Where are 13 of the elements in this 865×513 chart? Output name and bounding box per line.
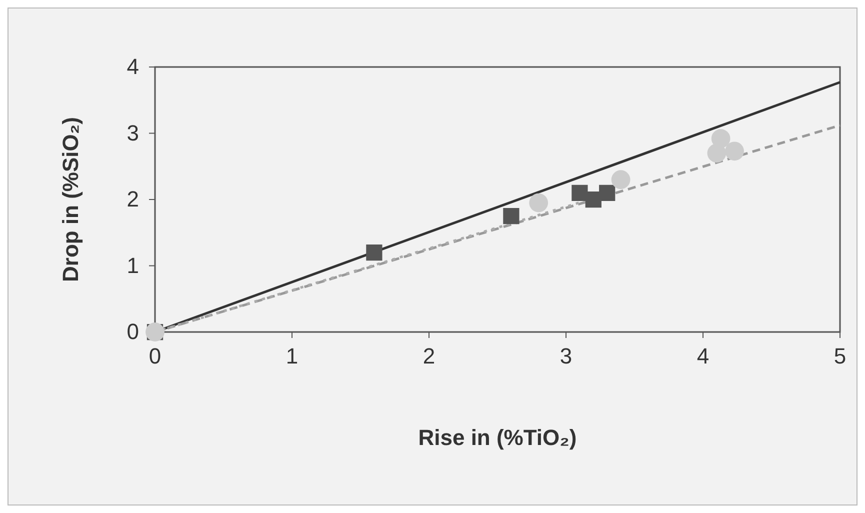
x-tick-label: 5 bbox=[834, 344, 846, 369]
x-axis-title: Rise in (%TiO₂) bbox=[418, 425, 577, 450]
x-tick-label: 3 bbox=[560, 344, 572, 369]
y-tick-label: 4 bbox=[126, 54, 139, 80]
y-axis-title: Drop in (%SiO₂) bbox=[58, 117, 83, 282]
y-tick-label: 0 bbox=[126, 319, 139, 344]
y-tick-label: 2 bbox=[126, 186, 139, 212]
y-tick-label: 1 bbox=[126, 252, 139, 278]
x-tick-label: 1 bbox=[286, 344, 298, 369]
x-tick-label: 0 bbox=[148, 344, 162, 369]
x-tick-label: 2 bbox=[422, 344, 436, 369]
y-tick-label: 3 bbox=[126, 120, 139, 146]
x-tick-label: 4 bbox=[696, 344, 710, 369]
